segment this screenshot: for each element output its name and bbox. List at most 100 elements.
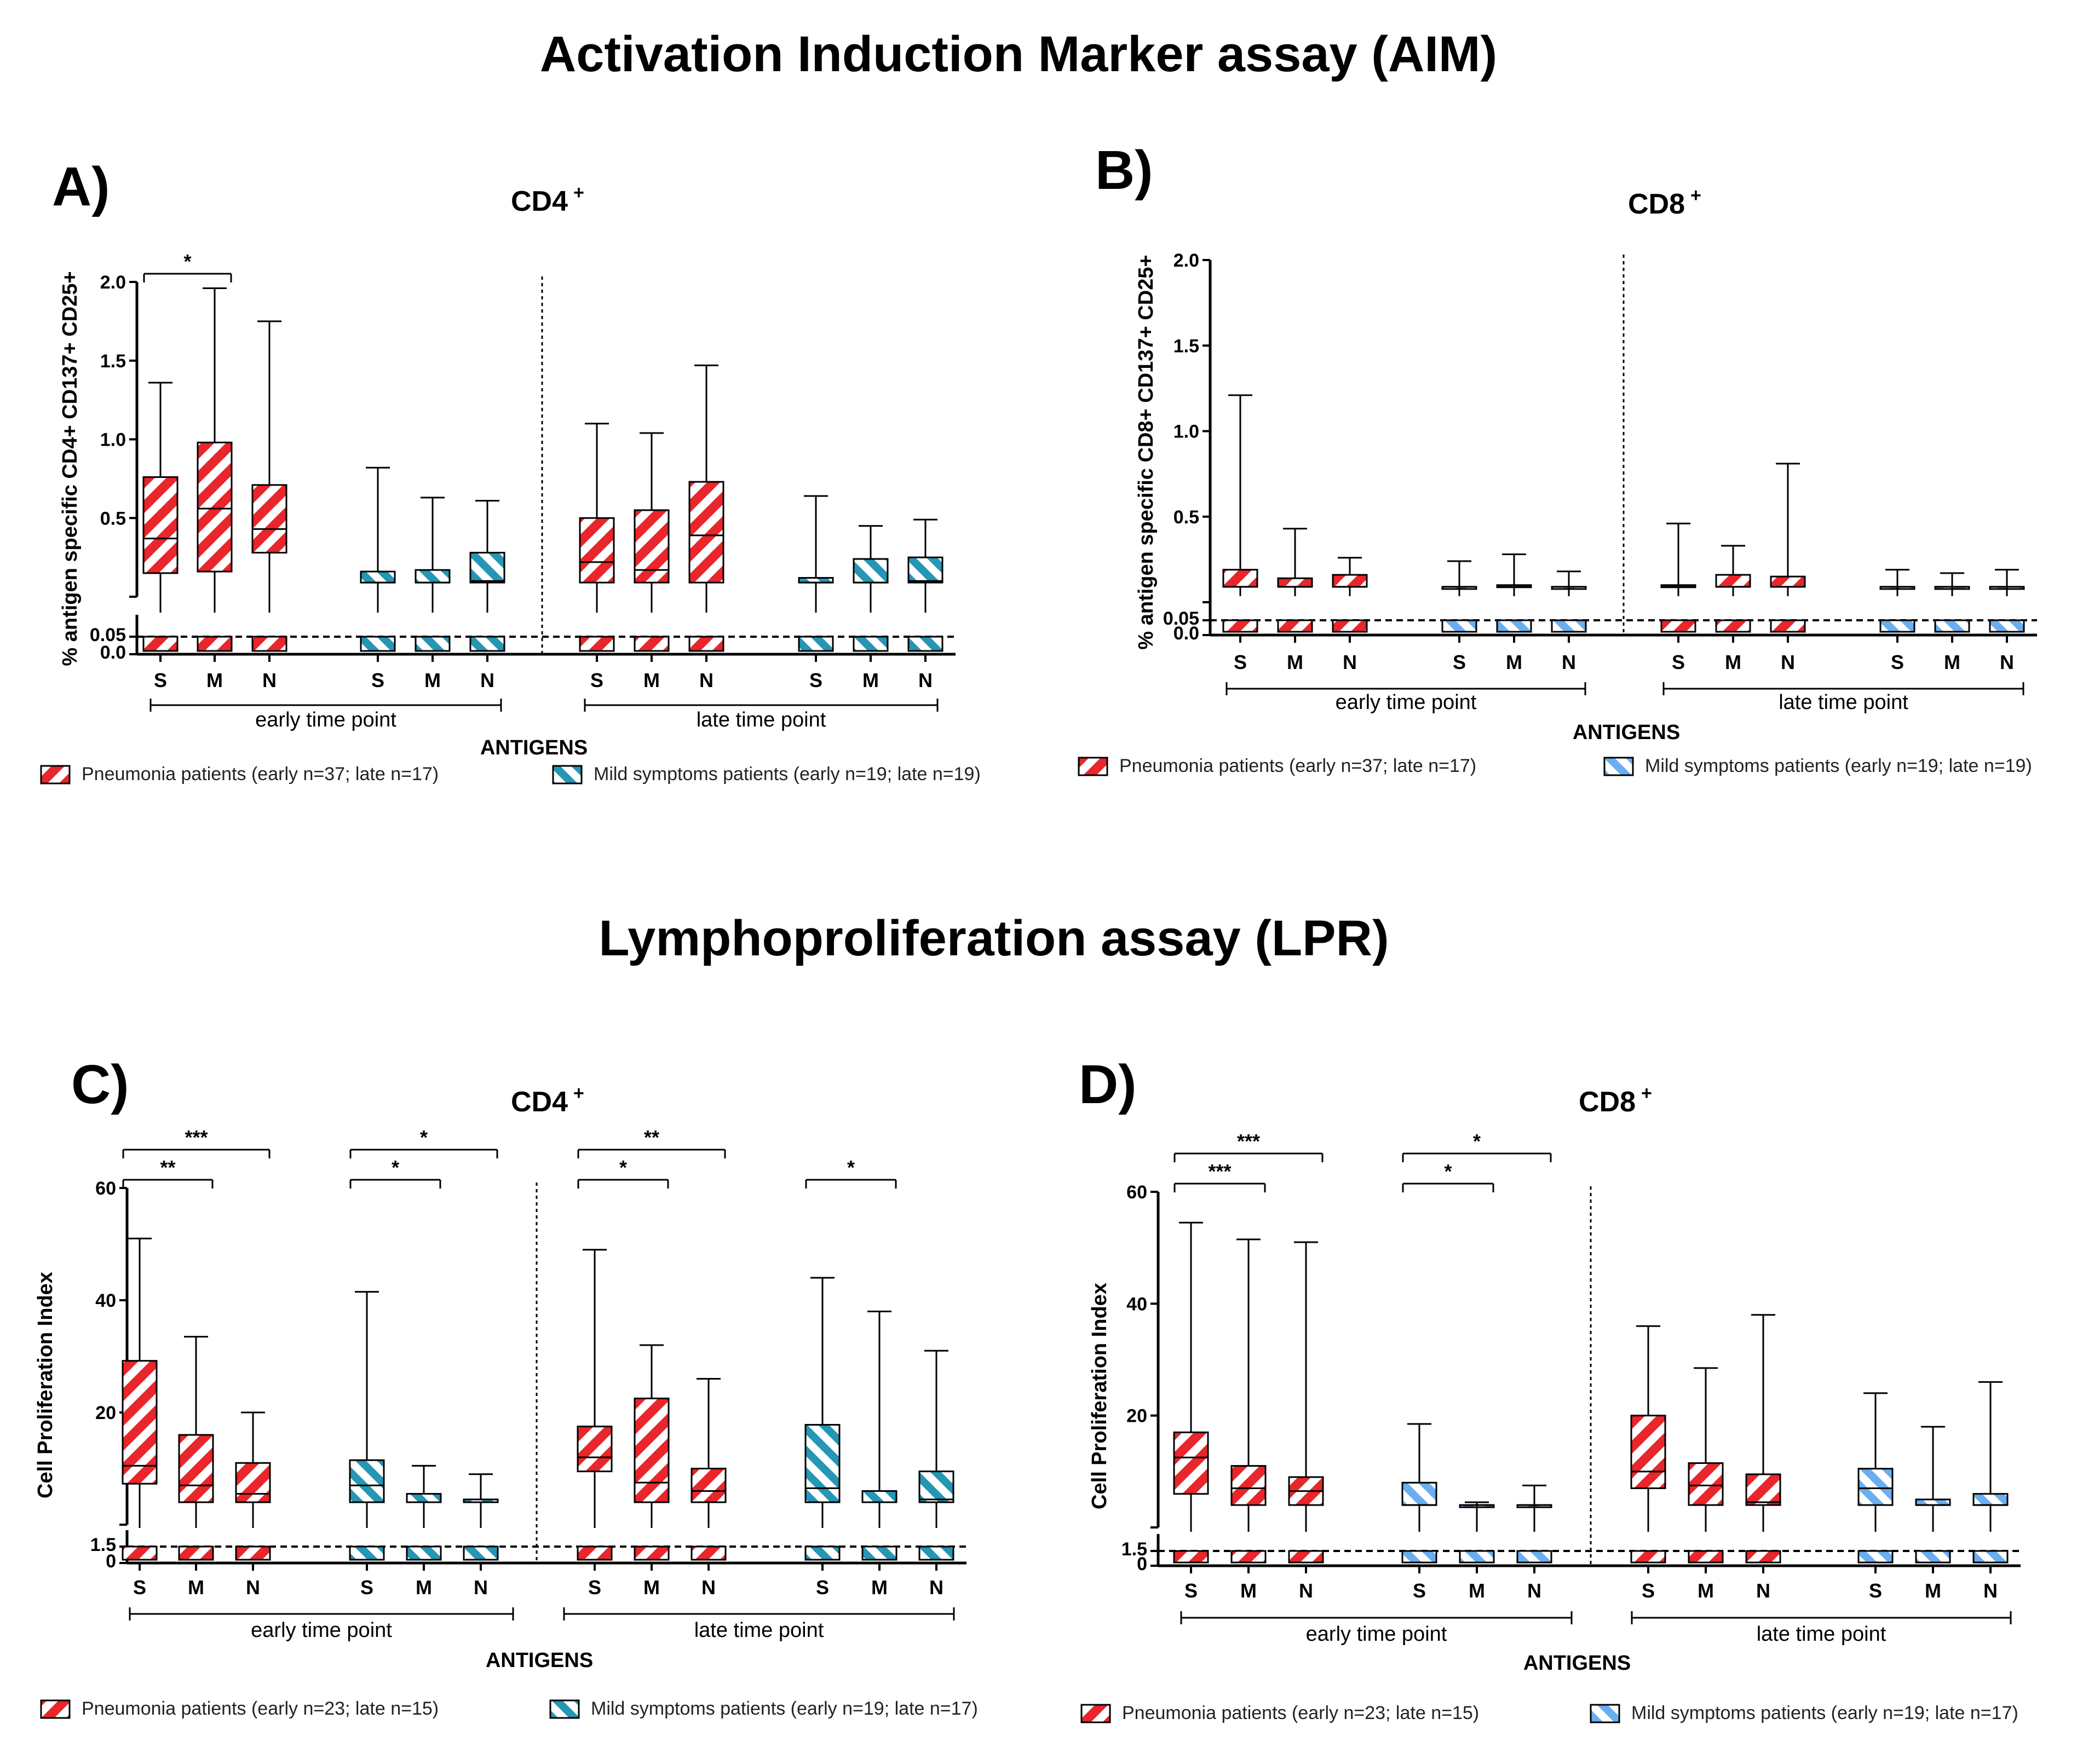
box-mild-s: S (1441, 560, 1477, 673)
x-category-label: S (1869, 1579, 1882, 1602)
box-lower-segment (360, 636, 396, 652)
group-label: early time point (251, 1619, 392, 1642)
box-pneumonia-s: S (1173, 1221, 1209, 1602)
x-category-label: M (1240, 1579, 1257, 1602)
significance-bracket: *** (1173, 1130, 1324, 1162)
box-lower-segment (1459, 1550, 1495, 1564)
legend-swatch (549, 1699, 580, 1719)
panel-title-superscript: + (1690, 185, 1701, 206)
group-label: late time point (1779, 691, 1908, 714)
significance-stars: * (183, 250, 191, 273)
x-category-label: N (474, 1576, 488, 1599)
x-category-label: S (588, 1576, 601, 1599)
panel-letter: C) (71, 1054, 129, 1115)
x-category-label: N (1756, 1579, 1770, 1602)
group-label: early time point (255, 708, 396, 731)
x-category-label: N (701, 1576, 716, 1599)
x-axis-title: ANTIGENS (1523, 1652, 1631, 1675)
box-lower-segment (122, 1545, 158, 1561)
box-lower-segment (1173, 1550, 1209, 1564)
panel-b: B) CD8 + % antigen specific CD8+ CD137+ CD2… (1078, 140, 2037, 776)
legend-pneumonia: Pneumonia patients (early n=37; late n=1… (40, 764, 439, 785)
x-category-label: N (1562, 651, 1576, 673)
box-mild-n: N (1972, 1381, 2009, 1602)
box-lower-segment (1230, 1550, 1267, 1564)
box-pneumonia-m: M (634, 1344, 670, 1599)
box-lower-segment (1857, 1550, 1894, 1564)
box-lower-segment (251, 636, 287, 652)
y-tick-label-threshold: 1.5 (90, 1535, 116, 1555)
box-mild-n: N (907, 518, 943, 691)
box-pneumonia-m: M (197, 287, 233, 691)
x-category-label: M (643, 1576, 660, 1599)
x-category-label: S (371, 669, 384, 691)
box-lower-segment (853, 636, 889, 652)
x-category-label: S (590, 669, 603, 691)
box-pneumonia-s: S (579, 423, 615, 691)
group-label: late time point (697, 708, 826, 731)
y-tick-label: 20 (95, 1403, 116, 1423)
box-mild-n: N (469, 500, 505, 691)
x-category-label: N (2000, 651, 2014, 673)
y-tick-label: 1.0 (1173, 422, 1199, 442)
box-pneumonia-m: M (634, 432, 670, 691)
legend-swatch (40, 765, 71, 785)
box-lower-segment (1551, 619, 1587, 633)
significance-stars: ** (160, 1156, 175, 1179)
box-lower-segment (178, 1545, 214, 1561)
box-lower-segment (1934, 619, 1970, 633)
x-category-label: N (1299, 1579, 1313, 1602)
x-category-label: N (929, 1576, 943, 1599)
group-label: early time point (1306, 1623, 1447, 1646)
box-pneumonia-m: M (1688, 1367, 1724, 1602)
panel-title: CD8 (1579, 1086, 1636, 1118)
y-tick-label: 60 (1126, 1182, 1147, 1203)
x-category-label: M (1506, 651, 1522, 673)
box-lower-segment (634, 636, 670, 652)
box-mild-s: S (1401, 1423, 1437, 1602)
box-iqr (853, 558, 889, 584)
box-iqr (688, 481, 724, 584)
box-mild-s: S (804, 1277, 841, 1599)
significance-bracket: * (805, 1156, 897, 1189)
box-iqr (1173, 1431, 1209, 1495)
y-axis-label: Cell Proliferation Index (1088, 1283, 1111, 1509)
box-pneumonia-s: S (577, 1249, 613, 1599)
box-lower-segment (907, 636, 943, 652)
significance-bracket: * (143, 250, 232, 282)
box-iqr (861, 1490, 897, 1503)
box-pneumonia-n: N (235, 1411, 271, 1599)
significance-stars: *** (1237, 1130, 1260, 1152)
box-lower-segment (1972, 1550, 2009, 1564)
box-lower-segment (691, 1545, 727, 1561)
x-category-label: M (643, 669, 660, 691)
box-lower-segment (1989, 619, 2025, 633)
box-lower-segment (861, 1545, 897, 1561)
legend-swatch (1080, 1704, 1111, 1723)
box-lower-segment (1879, 619, 1915, 633)
box-pneumonia-m: M (1230, 1238, 1267, 1602)
y-axis-label: % antigen specific CD4+ CD137+ CD25+ (59, 271, 82, 666)
x-axis-title: ANTIGENS (1573, 721, 1680, 744)
box-iqr (691, 1468, 727, 1503)
x-category-label: S (1891, 651, 1904, 673)
box-iqr (804, 1424, 841, 1503)
x-category-label: N (262, 669, 277, 691)
box-lower-segment (1441, 619, 1477, 633)
x-category-label: S (360, 1576, 373, 1599)
box-lower-segment (1222, 619, 1258, 633)
box-lower-segment (415, 636, 451, 652)
box-lower-segment (1401, 1550, 1437, 1564)
box-lower-segment (406, 1545, 442, 1561)
legend-label: Mild symptoms patients (early n=19; late… (594, 764, 981, 785)
x-category-label: M (862, 669, 879, 691)
box-pneumonia-n: N (1745, 1314, 1781, 1602)
box-lower-segment (1277, 619, 1313, 633)
x-category-label: M (416, 1576, 432, 1599)
box-pneumonia-n: N (1770, 463, 1806, 673)
box-iqr (469, 552, 505, 584)
y-tick-label-zero: 0.0 (1173, 623, 1199, 644)
box-lower-segment (798, 636, 834, 652)
y-tick-label: 2.0 (100, 272, 126, 293)
